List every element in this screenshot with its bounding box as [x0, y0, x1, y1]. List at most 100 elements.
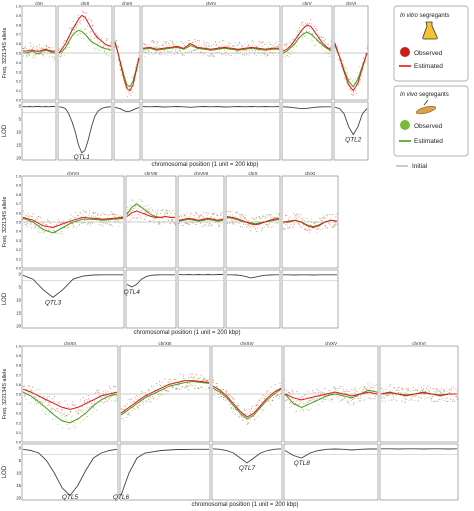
observed-vivo-point: [330, 217, 332, 219]
observed-vivo-point: [341, 391, 343, 393]
lod-curve: [120, 448, 209, 496]
ylabel-lod: LOD: [2, 292, 8, 305]
observed-vitro-point: [71, 27, 73, 29]
observed-vitro-point: [241, 44, 243, 47]
observed-vivo-point: [185, 213, 187, 216]
observed-vitro-point: [61, 409, 64, 411]
observed-vivo-point: [176, 51, 178, 53]
observed-vivo-point: [139, 395, 141, 397]
observed-vitro-point: [103, 213, 105, 215]
observed-vivo-point: [86, 416, 88, 418]
observed-vitro-point: [451, 400, 454, 402]
observed-vivo-point: [163, 50, 165, 52]
observed-vivo-point: [242, 419, 244, 422]
observed-vivo-point: [394, 397, 396, 400]
observed-vivo-point: [292, 398, 294, 400]
observed-vivo-point: [251, 224, 253, 226]
observed-vitro-point: [289, 402, 291, 404]
qtl-label: QTL8: [294, 460, 311, 467]
observed-vitro-point: [49, 402, 51, 404]
observed-vivo-point: [87, 41, 89, 43]
observed-vitro-point: [284, 44, 286, 46]
observed-vitro-point: [216, 386, 218, 388]
observed-vivo-point: [37, 399, 39, 401]
observed-vitro-point: [139, 215, 141, 217]
observed-vitro-point: [284, 394, 286, 396]
observed-vitro-point: [24, 222, 26, 224]
observed-vitro-point: [302, 24, 304, 26]
observed-vivo-point: [375, 384, 377, 386]
legend-vitro-title: In vitro segregants: [400, 13, 449, 19]
observed-vivo-point: [40, 225, 42, 227]
observed-vitro-point: [297, 213, 299, 216]
observed-vitro-point: [233, 398, 235, 400]
observed-vivo-point: [146, 215, 148, 217]
observed-vivo-point: [198, 41, 200, 44]
observed-vivo-point: [135, 206, 137, 208]
observed-vivo-point: [198, 377, 200, 379]
observed-vivo-point: [428, 396, 430, 398]
observed-vivo-point: [121, 216, 123, 218]
estimated-vitro-line: [142, 43, 279, 50]
observed-vitro-point: [184, 214, 186, 216]
observed-vivo-point: [156, 51, 158, 53]
observed-vivo-point: [303, 217, 305, 219]
observed-vivo-point: [131, 210, 134, 212]
observed-vitro-point: [221, 396, 223, 398]
observed-vitro-point: [55, 224, 57, 226]
observed-vivo-point: [152, 387, 154, 389]
observed-vitro-point: [180, 373, 182, 375]
observed-vitro-point: [188, 377, 190, 379]
observed-vivo-point: [122, 212, 124, 214]
observed-vitro-point: [106, 223, 108, 225]
observed-vivo-point: [241, 419, 243, 421]
observed-vivo-point: [310, 40, 312, 42]
observed-vitro-point: [85, 398, 87, 400]
observed-vivo-point: [322, 399, 324, 401]
observed-vitro-point: [269, 214, 271, 216]
observed-vivo-point: [439, 389, 442, 392]
observed-vitro-point: [36, 389, 38, 391]
observed-vitro-point: [131, 217, 133, 219]
lod-frame: [119, 443, 211, 501]
observed-vivo-point: [90, 222, 92, 224]
ytick-lod: 0: [19, 446, 22, 451]
observed-vitro-point: [300, 24, 302, 26]
observed-vivo-point: [452, 398, 454, 401]
observed-vitro-point: [127, 96, 129, 98]
observed-vitro-point: [354, 387, 356, 389]
ytick-lod: 5: [19, 117, 22, 122]
observed-vivo-point: [181, 42, 183, 44]
observed-vivo-point: [286, 224, 288, 226]
observed-vivo-point: [70, 29, 72, 31]
observed-vivo-point: [197, 386, 199, 389]
observed-vitro-point: [88, 210, 91, 212]
observed-vitro-point: [229, 42, 231, 44]
estimated-vitro-line: [22, 216, 124, 229]
observed-vitro-point: [111, 211, 113, 213]
observed-vitro-point: [249, 413, 251, 415]
observed-vitro-point: [370, 386, 372, 388]
ytick-freq: 0.5: [16, 393, 21, 397]
observed-vivo-point: [31, 56, 34, 58]
observed-vitro-point: [130, 94, 132, 96]
observed-vitro-point: [237, 44, 239, 46]
observed-vivo-point: [293, 223, 295, 225]
observed-vitro-point: [218, 225, 220, 227]
observed-vivo-point: [143, 51, 145, 53]
observed-vivo-point: [149, 207, 152, 209]
qtl-label: QTL5: [62, 494, 79, 501]
observed-vivo-point: [361, 389, 363, 391]
observed-vivo-point: [200, 222, 202, 224]
observed-vitro-point: [420, 397, 423, 399]
ytick-freq: 0.7: [16, 373, 21, 377]
observed-vivo-point: [185, 41, 187, 44]
estimated-vivo-line: [126, 202, 175, 218]
estimated-vivo-line: [58, 29, 112, 54]
observed-vivo-point: [237, 50, 239, 52]
observed-vivo-point: [122, 417, 124, 419]
observed-vivo-point: [186, 48, 188, 51]
observed-vivo-point: [113, 395, 116, 397]
observed-vivo-point: [137, 208, 139, 210]
observed-vivo-point: [304, 228, 307, 230]
